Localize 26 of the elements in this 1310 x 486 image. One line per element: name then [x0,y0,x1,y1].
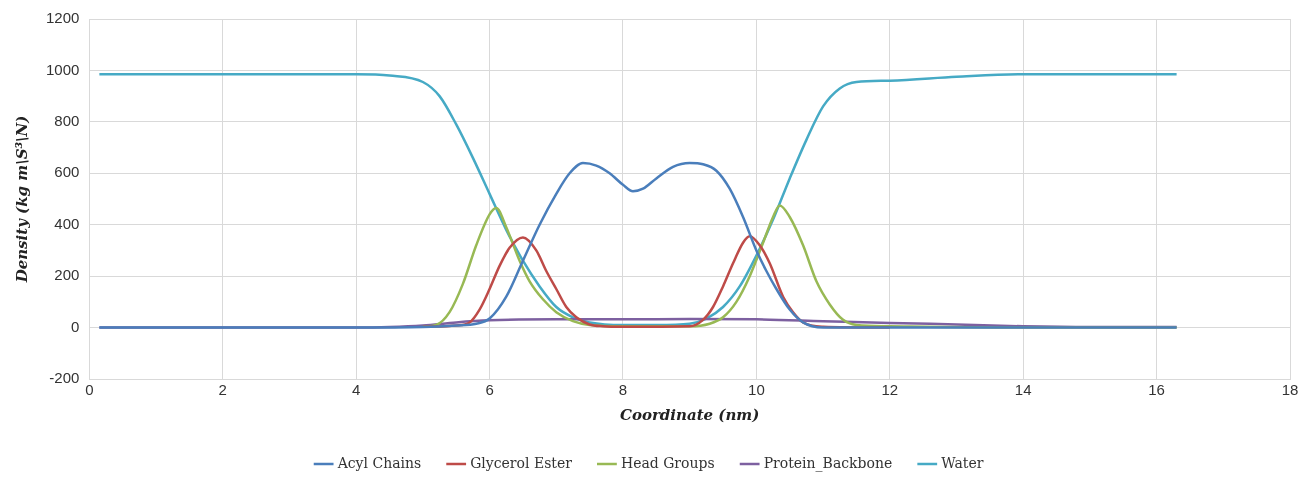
x-tick-label: 0 [85,381,94,399]
x-tick-label: 8 [618,381,628,399]
x-axis-title: Coordinate (nm) [620,405,760,424]
y-tick-label: 400 [54,214,80,232]
legend-label: Acyl Chains [336,454,422,471]
x-tick-label: 6 [485,381,494,399]
legend-label: Glycerol Ester [470,454,573,471]
y-tick-label: 0 [71,317,80,335]
y-tick-label: 1000 [45,60,80,78]
line-series [98,161,1178,329]
x-tick-label: 10 [748,381,765,399]
y-tick-label: 1200 [45,9,80,27]
legend-label: Water [941,454,984,471]
y-tick-label: -200 [49,369,80,387]
x-tick-label: 12 [881,381,899,399]
legend-label: Protein_Backbone [763,454,893,472]
x-tick-label: 4 [352,381,361,399]
y-axis-title: Density (kg m\S³\N) [12,115,31,284]
y-tick-label: 200 [54,266,80,284]
y-tick-label: 600 [54,163,80,181]
x-tick-label: 18 [1281,381,1299,399]
x-tick-label: 14 [1014,381,1032,399]
legend-label: Head Groups [620,454,715,471]
x-tick-label: 16 [1148,381,1165,399]
x-tick-label: 2 [218,381,227,399]
y-tick-label: 800 [54,112,80,129]
